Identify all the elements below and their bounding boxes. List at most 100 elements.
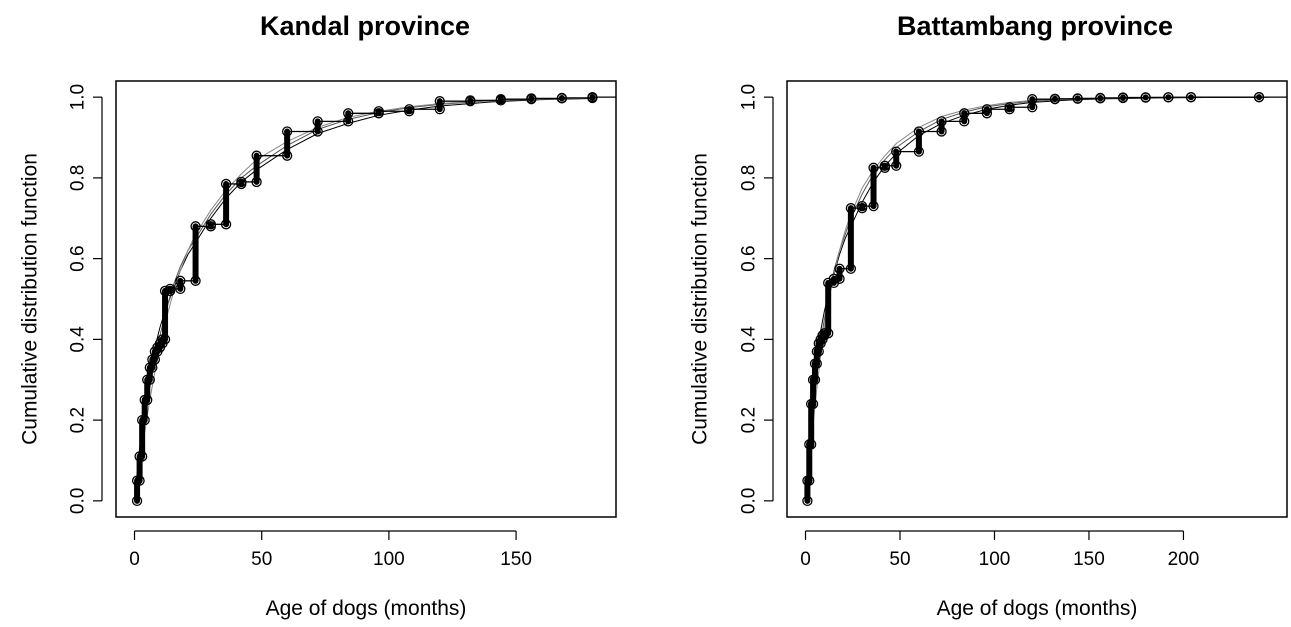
ecdf-point <box>404 104 415 115</box>
x-tick-label: 200 <box>1168 549 1200 570</box>
ecdf-point <box>936 126 947 137</box>
ecdf-point <box>190 275 201 286</box>
ecdf-point <box>1027 94 1038 105</box>
ecdf-point <box>587 91 598 103</box>
ecdf-point <box>936 116 947 127</box>
ecdf-point <box>251 176 262 188</box>
y-tick-label: 0.4 <box>68 326 89 353</box>
x-axis-label: Age of dogs (months) <box>266 597 467 620</box>
ecdf-point <box>804 475 815 486</box>
ecdf-point <box>1095 92 1106 104</box>
ecdf-point <box>913 126 925 137</box>
ecdf-point <box>981 104 993 115</box>
ecdf-point <box>556 92 568 104</box>
y-tick-label: 0.0 <box>68 488 89 514</box>
ecdf-point <box>142 394 153 406</box>
ecdf-point <box>891 160 902 171</box>
ecdf-point <box>434 96 445 107</box>
ecdf-point <box>312 116 323 127</box>
ecdf-point <box>131 495 143 507</box>
chart-panel-2: Battambang province 0 50 100 150 200 Age of do… <box>689 11 1288 620</box>
ecdf-point <box>809 374 821 385</box>
ecdf-point <box>343 116 354 127</box>
ecdf-point <box>1140 92 1151 103</box>
ecdf-point <box>251 150 262 161</box>
ecdf-point <box>434 104 445 115</box>
chart-title: Kandal province <box>260 11 470 41</box>
x-tick-label: 0 <box>129 549 140 570</box>
y-tick-label: 0.0 <box>739 488 760 514</box>
ecdf-point <box>495 94 506 105</box>
y-tick-label: 0.6 <box>739 245 760 271</box>
plot-data-layer <box>131 91 616 507</box>
ecdf-point <box>1004 102 1015 113</box>
ecdf-point <box>175 275 186 286</box>
ecdf-point <box>236 176 247 188</box>
x-tick-label: 150 <box>500 549 532 570</box>
fitted-cdf-curve <box>134 97 598 501</box>
fitted-cdf-curve <box>805 96 1269 501</box>
fitted-cdf-curve <box>134 97 598 501</box>
ecdf-point <box>144 374 155 385</box>
ecdf-point <box>159 334 171 345</box>
ecdf-point <box>373 106 384 117</box>
ecdf-point <box>1072 93 1083 104</box>
ecdf-point <box>205 219 216 230</box>
ecdf-point <box>1049 93 1061 104</box>
ecdf-point <box>1185 92 1197 103</box>
ecdf-point <box>312 126 323 137</box>
y-tick-label: 0.8 <box>739 165 760 191</box>
ecdf-point <box>811 358 823 369</box>
y-axis-label: Cumulative distribution function <box>19 153 42 445</box>
ecdf-point <box>164 283 176 295</box>
ecdf-point <box>868 162 879 173</box>
ecdf-point <box>139 414 150 426</box>
ecdf-point <box>891 146 902 157</box>
ecdf-point <box>220 178 232 190</box>
ecdf-point <box>823 328 834 339</box>
ecdf-point <box>959 116 970 127</box>
ecdf-point <box>845 203 857 214</box>
x-tick-label: 50 <box>889 549 910 570</box>
ecdf-point <box>834 273 845 284</box>
ecdf-point <box>220 219 232 230</box>
ecdf-point <box>879 160 891 171</box>
ecdf-point <box>465 95 476 106</box>
chart-panel-1: Kandal province 0 50 100 150 Age of dogs (mon… <box>19 11 617 620</box>
x-tick-label: 150 <box>1073 549 1105 570</box>
ecdf-point <box>857 200 868 212</box>
ecdf-point <box>190 221 201 232</box>
ecdf-point <box>802 495 813 507</box>
ecdf-point <box>834 263 845 274</box>
ecdf-point <box>868 200 879 212</box>
chart-title: Battambang province <box>897 11 1173 41</box>
y-tick-label: 1.0 <box>68 84 89 110</box>
x-tick-label: 100 <box>373 549 405 570</box>
fitted-cdf-curve <box>805 96 1269 501</box>
x-tick-label: 0 <box>800 549 811 570</box>
fitted-cdf-curve <box>134 97 598 501</box>
plot-data-layer <box>802 91 1287 507</box>
ecdf-point <box>526 93 537 104</box>
x-axis-label: Age of dogs (months) <box>937 597 1138 620</box>
ecdf-point <box>981 108 993 119</box>
ecdf-point <box>134 475 145 486</box>
ecdf-point <box>281 150 293 161</box>
ecdf-point <box>845 263 857 274</box>
plot-frame <box>115 80 617 518</box>
y-tick-label: 1.0 <box>739 84 760 110</box>
ecdf-point <box>1027 102 1038 113</box>
ecdf-point <box>281 126 293 137</box>
ecdf-point <box>959 108 970 119</box>
y-tick-label: 0.6 <box>68 245 89 271</box>
ecdf-point <box>807 398 819 410</box>
ecdf-point <box>1253 91 1265 103</box>
ecdf-point <box>136 451 148 462</box>
y-tick-label: 0.4 <box>739 326 760 353</box>
ecdf-point <box>1163 92 1174 103</box>
x-tick-label: 100 <box>979 549 1011 570</box>
ecdf-point <box>343 108 354 119</box>
y-axis-label: Cumulative distribution function <box>689 153 712 445</box>
y-tick-label: 0.8 <box>68 165 89 191</box>
